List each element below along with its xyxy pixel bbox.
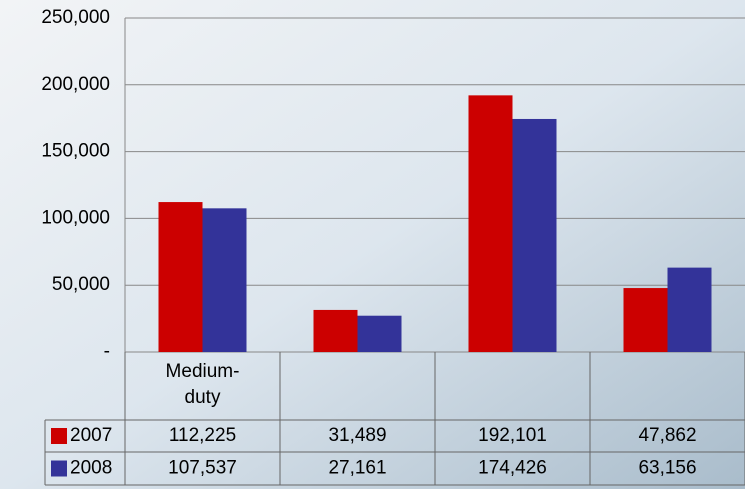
table-value: 192,101 — [478, 425, 547, 446]
bar — [468, 95, 513, 353]
bar — [667, 267, 712, 352]
y-tick-label: 50,000 — [52, 274, 110, 295]
y-tick-label: - — [104, 341, 110, 362]
legend-swatch — [51, 428, 67, 444]
bar — [313, 309, 358, 352]
bar — [357, 315, 402, 352]
table-value: 63,156 — [638, 458, 696, 479]
y-tick-label: 250,000 — [41, 7, 110, 28]
legend-swatch — [51, 460, 67, 477]
bar — [623, 288, 668, 352]
y-tick-label: 150,000 — [41, 141, 110, 162]
table-value: 31,489 — [328, 425, 386, 446]
table-value: 112,225 — [169, 425, 236, 446]
table-value: 174,426 — [478, 458, 547, 479]
x-tick-label: Medium-duty — [166, 361, 240, 408]
bar — [202, 208, 247, 352]
table-value: 107,537 — [168, 458, 237, 479]
legend-label: 2007 — [70, 425, 112, 446]
table-value: 27,161 — [328, 458, 386, 479]
bar — [512, 118, 557, 353]
bar — [158, 202, 203, 352]
y-tick-label: 200,000 — [41, 74, 110, 95]
legend-label: 2008 — [70, 458, 112, 479]
table-value: 47,862 — [638, 425, 696, 446]
y-tick-label: 100,000 — [41, 207, 110, 228]
